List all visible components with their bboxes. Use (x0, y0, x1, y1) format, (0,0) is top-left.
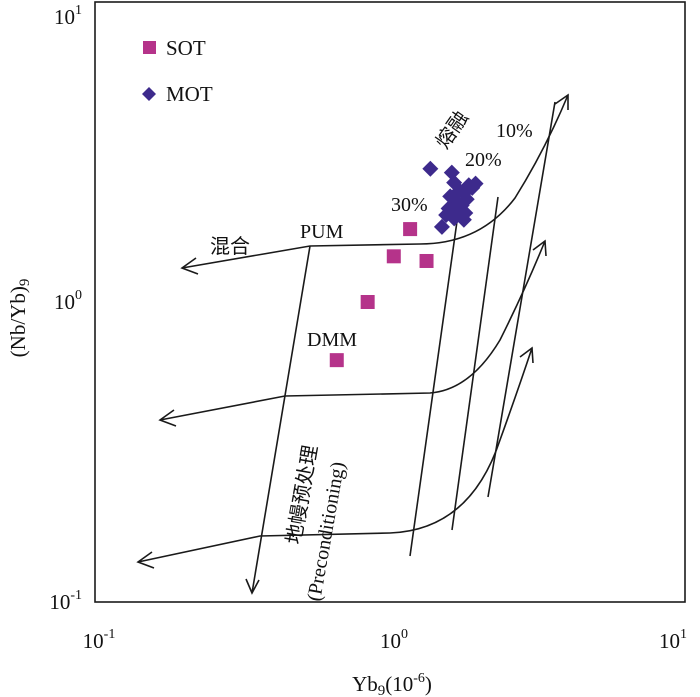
legend-label-sot: SOT (166, 36, 206, 60)
x-axis-title-sub: 9 (378, 683, 386, 697)
lower-mixing-melting-curve (137, 347, 533, 563)
x-axis-title-unit: (10 (385, 672, 413, 696)
x-tick-label-base: 10 (380, 629, 401, 653)
data-point-sot (386, 249, 401, 264)
x-tick-label-base: 10 (659, 629, 680, 653)
data-points (329, 160, 484, 368)
x-tick-label-exp: 1 (680, 627, 687, 642)
x-tick-label-exp: -1 (104, 627, 116, 642)
legend: SOT MOT (142, 36, 213, 106)
data-point-sot (419, 253, 434, 268)
pum-label: PUM (300, 221, 344, 243)
melting-arrowhead-top (554, 93, 569, 110)
data-point-mot (457, 205, 474, 222)
middle-mixing-arrowhead (158, 409, 177, 427)
model-curves (136, 93, 569, 595)
x-axis-title-main: Yb (352, 672, 378, 696)
legend-marker-sot (143, 41, 156, 54)
x-tick-label: 10-1 (83, 627, 116, 653)
melting-label: 熔融 (431, 107, 473, 153)
x-axis-title-unit-sup: -6 (413, 671, 425, 686)
middle-mixing-melting-curve (159, 240, 546, 421)
mixing-label: 混合 (210, 235, 250, 258)
middle-melting-arrowhead (532, 239, 547, 257)
pct-10-label: 10% (496, 120, 533, 142)
x-axis-ticks: 10-1 100 101 (83, 627, 687, 653)
y-axis-title-sub: 9 (17, 279, 33, 287)
data-point-mot (446, 210, 463, 227)
data-point-mot (433, 218, 450, 235)
plot-area-frame (94, 1, 686, 603)
y-tick-label: 100 (54, 288, 82, 314)
x-axis-title: Yb9(10-6) (352, 671, 432, 697)
legend-label-mot: MOT (166, 82, 213, 106)
lower-melting-arrowhead (519, 346, 534, 364)
x-tick-label-exp: 0 (401, 627, 408, 642)
preconditioning-arrowhead (245, 578, 260, 595)
x-tick-label-base: 10 (83, 629, 104, 653)
data-point-mot (422, 160, 439, 177)
dmm-label: DMM (307, 329, 357, 351)
y-tick-label: 10-1 (49, 588, 82, 614)
y-tick-label-exp: 0 (75, 288, 82, 303)
lower-mixing-arrowhead (136, 551, 155, 569)
data-point-sot (403, 222, 418, 237)
pum-mixing-melting-curve (181, 94, 569, 269)
melt-line-30 (409, 199, 461, 557)
data-point-sot (329, 353, 344, 368)
y-axis-title: (Nb/Yb)9 (6, 279, 33, 358)
pct-20-label: 20% (465, 149, 502, 171)
y-tick-label: 101 (54, 3, 82, 29)
pct-30-label: 30% (391, 194, 428, 216)
y-tick-label-base: 10 (49, 590, 70, 614)
y-tick-label-exp: -1 (70, 588, 82, 603)
x-axis-title-unit-end: ) (425, 672, 432, 696)
data-point-mot (458, 191, 475, 208)
data-point-mot (467, 175, 484, 192)
data-point-sot (360, 295, 375, 309)
y-tick-label-base: 10 (54, 5, 75, 29)
y-tick-label-exp: 1 (75, 3, 82, 18)
y-axis-title-main: (Nb/Yb) (6, 286, 30, 357)
pum-mixing-arrowhead (180, 257, 199, 275)
legend-marker-mot (142, 87, 156, 101)
melt-line-20 (451, 196, 499, 531)
preconditioning-arrow-line (251, 245, 311, 594)
melt-line-10 (487, 101, 556, 498)
x-tick-label: 101 (659, 627, 687, 653)
y-tick-label-base: 10 (54, 290, 75, 314)
annotations: PUM DMM 混合 熔融 10% 20% 30% 地幔预处理 (Precond… (210, 107, 533, 603)
x-tick-label: 100 (380, 627, 408, 653)
